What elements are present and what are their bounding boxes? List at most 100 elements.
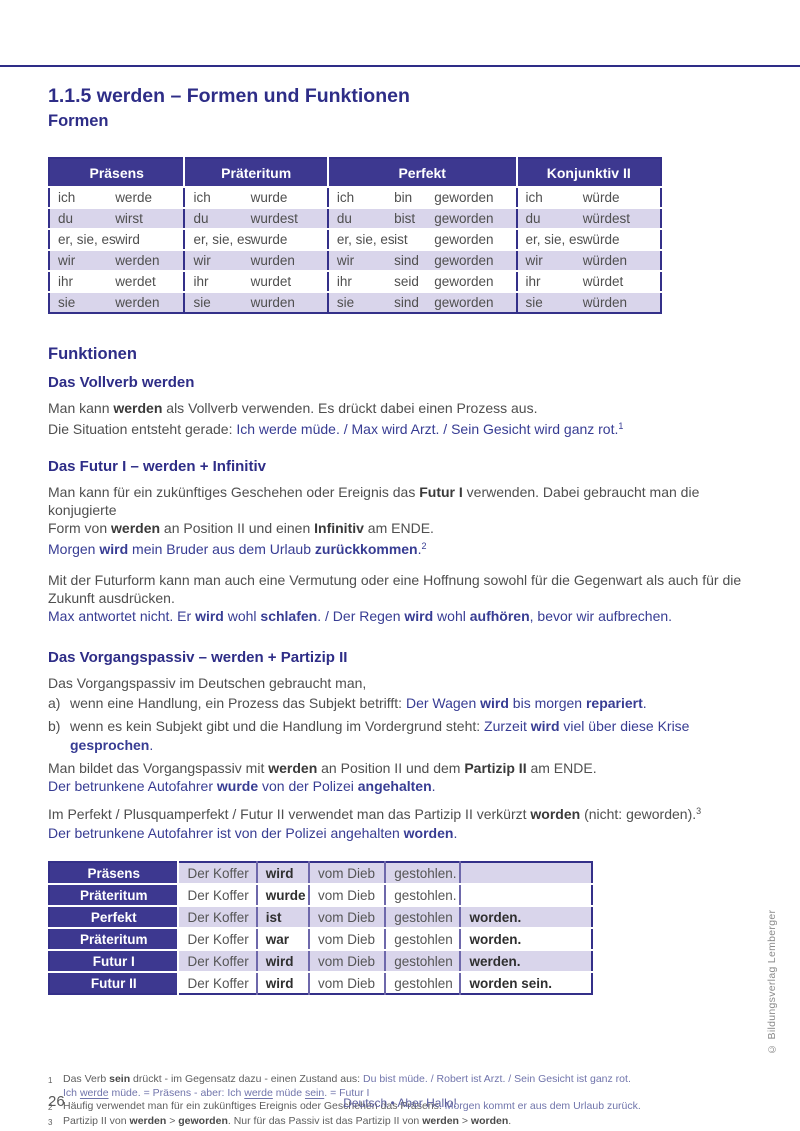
table-row: ihr werdet ihr wurdet ihr seid geworden ihr w… (49, 271, 661, 293)
table-cell: ihr (49, 271, 108, 293)
footnote-ref: 1 (618, 421, 624, 432)
table-cell: wird (255, 972, 309, 995)
list-marker: a) (48, 694, 61, 711)
table-cell: gestohlen. (384, 862, 461, 886)
table-cell: Der Koffer (178, 906, 257, 930)
text-segment: . (508, 1114, 512, 1127)
table-cell: du (183, 208, 243, 230)
table-cell: ist (255, 906, 309, 930)
text-segment: Das Verb (63, 1073, 110, 1086)
text-segment: Futur I (419, 483, 463, 500)
table-cell: geworden (426, 292, 517, 313)
text-segment: am ENDE. (526, 759, 597, 776)
example-text: wohl (223, 608, 261, 625)
text-segment: am ENDE. (363, 520, 434, 537)
book-title: Deutsch • Aber Hallo! (343, 1096, 457, 1110)
text-segment: an Position II und dem (317, 759, 465, 776)
table-cell: wird (255, 950, 309, 974)
example-text: Ich (63, 1086, 80, 1099)
table-cell: sie (326, 292, 387, 313)
table-cell: wurden (242, 250, 328, 272)
table-cell: bin (386, 187, 427, 209)
table-cell: wurde (242, 187, 328, 209)
vollverb-paragraph: Man kann werden als Vollverb verwenden. … (48, 399, 756, 439)
table-cell: sind (386, 292, 427, 313)
table-cell: würde (574, 187, 661, 209)
table-cell: werdet (107, 271, 185, 293)
text-segment: werden (268, 759, 318, 776)
text-segment: werden (129, 1114, 167, 1127)
footnote-1: 1 Das Verb sein drückt - im Gegensatz da… (48, 1073, 756, 1100)
table-cell: wir (49, 250, 108, 272)
table-cell: vom Dieb (307, 906, 386, 930)
example-text: wurde (216, 778, 259, 795)
table-cell: vom Dieb (307, 950, 386, 974)
content: 1.1.5 werden – Formen und Funktionen For… (48, 86, 756, 1129)
table-cell: er, sie, es (49, 229, 116, 251)
funktionen-heading: Funktionen (48, 345, 137, 363)
text-segment: > (458, 1114, 471, 1127)
table-cell: wurde (242, 229, 328, 251)
table-cell: Der Koffer (178, 928, 257, 952)
example-text: Der betrunkene Autofahrer ist von der Po… (48, 824, 404, 841)
table-cell: wirst (107, 208, 185, 230)
text-segment: wenn es kein Subjekt gibt und die Handlu… (70, 718, 485, 735)
formen-table-header-row: Präsens Präteritum Perfekt Konjunktiv II (49, 158, 661, 188)
example-text: . (453, 824, 458, 841)
table-cell: werde (107, 187, 185, 209)
passiv-heading: Das Vorgangspassiv – werden + Partizip I… (48, 648, 348, 666)
text-segment: drückt - im Gegensatz dazu - einen Zusta… (130, 1073, 363, 1086)
table-cell: Der Koffer (178, 862, 257, 886)
table-cell: Der Koffer (178, 972, 257, 995)
passiv-table: Präsens Der Koffer wird vom Dieb gestohl… (48, 861, 593, 996)
passiv-item-a: a) wenn eine Handlung, ein Prozess das S… (48, 694, 756, 712)
publisher-credit: © Bildungsverlag Lemberger (766, 909, 778, 1055)
example-text: wird (99, 541, 129, 558)
example-text: . / Der Regen (317, 608, 405, 625)
row-header: Präteritum (49, 884, 180, 908)
row-header: Präteritum (49, 928, 180, 952)
table-cell: geworden (426, 250, 517, 272)
example-text: wird (404, 608, 434, 625)
table-row: Präteritum Der Koffer war vom Dieb gesto… (49, 928, 592, 952)
table-row: er, sie, es wird er, sie, es wurde er, sie… (49, 229, 661, 251)
example-text: zurückkommen (314, 541, 418, 558)
table-cell: würden (574, 292, 661, 313)
example-text: Max antwortet nicht. Er (48, 608, 196, 625)
table-cell: vom Dieb (307, 972, 386, 995)
example-text: repariert (585, 694, 643, 711)
table-cell: gestohlen (384, 972, 461, 995)
example-text: müde. = Präsens - aber: Ich (108, 1086, 245, 1099)
text-segment: werden (111, 520, 161, 537)
example-text: werde (244, 1086, 273, 1099)
top-rule (0, 65, 800, 67)
table-cell: wird (107, 229, 185, 251)
futur-heading: Das Futur I – werden + Infinitiv (48, 457, 266, 475)
table-cell: gestohlen (384, 928, 461, 952)
table-cell: ihr (515, 271, 575, 293)
table-cell: wir (326, 250, 387, 272)
table-cell: ihr (326, 271, 387, 293)
column-header: Präsens (49, 158, 185, 188)
futur-paragraph-2: Mit der Futurform kann man auch eine Ver… (48, 571, 756, 626)
example-text: aufhören (469, 608, 530, 625)
table-row: Futur I Der Koffer wird vom Dieb gestohl… (49, 950, 592, 974)
table-cell: wurdet (242, 271, 328, 293)
text-segment: worden (470, 1114, 509, 1127)
example-text: wird (530, 718, 560, 735)
list-marker: b) (48, 718, 61, 735)
footnote-2: 2 Häufig verwendet man für ein zukünftig… (48, 1100, 756, 1115)
example-text: Der betrunkene Autofahrer (48, 778, 217, 795)
formen-heading: Formen (48, 112, 109, 130)
example-text: müde (272, 1086, 305, 1099)
text-segment: wenn eine Handlung, ein Prozess das Subj… (70, 694, 406, 711)
example-text: . (149, 736, 154, 753)
table-cell: du (49, 208, 108, 230)
table-cell: vom Dieb (307, 928, 386, 952)
passiv-intro: Das Vorgangspassiv im Deutschen gebrauch… (48, 674, 756, 692)
text-segment: Man kann für ein zukünftiges Geschehen o… (48, 483, 420, 500)
footnote-text: Partizip II von werden > geworden. Nur f… (63, 1115, 756, 1130)
table-cell: wurden (242, 292, 328, 313)
table-cell: er, sie, es (515, 229, 583, 251)
